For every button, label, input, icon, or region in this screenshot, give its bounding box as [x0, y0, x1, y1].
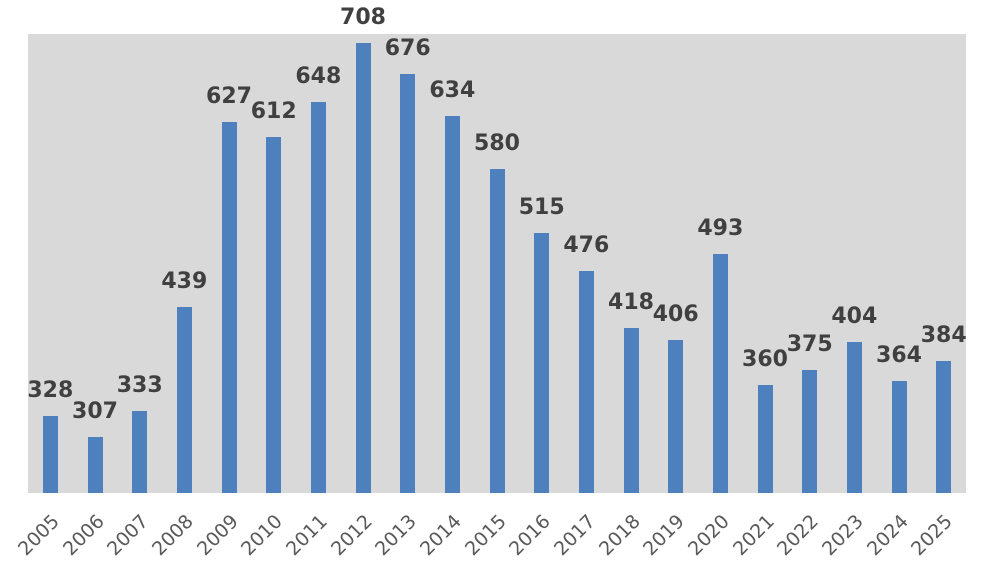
bar-2016: [534, 233, 550, 493]
x-tick-label-2012: 2012: [326, 510, 377, 561]
x-tick-label-2020: 2020: [683, 510, 734, 561]
bar-2020: [712, 254, 728, 493]
x-tick-label-2018: 2018: [594, 510, 645, 561]
x-tick-label-2011: 2011: [281, 510, 332, 561]
bar-2018: [623, 328, 639, 493]
x-tick-label-2015: 2015: [460, 510, 511, 561]
bar-2013: [400, 74, 416, 493]
bar-2025: [936, 361, 952, 493]
x-tick-label-2021: 2021: [728, 510, 779, 561]
bar-2024: [891, 381, 907, 493]
bar-2006: [87, 437, 103, 493]
bar-value-label: 580: [474, 131, 520, 156]
bar-value-label: 307: [72, 399, 118, 424]
bar-value-label: 493: [697, 216, 744, 241]
bar-2022: [802, 370, 818, 493]
x-tick-label-2017: 2017: [549, 510, 600, 561]
bar-2011: [310, 102, 326, 493]
bar-value-label: 360: [742, 347, 788, 372]
bar-value-label: 439: [161, 269, 208, 294]
bar-value-label: 627: [206, 84, 252, 109]
x-tick-label-2022: 2022: [773, 510, 824, 561]
x-tick-label-2024: 2024: [862, 510, 913, 561]
bar-value-label: 384: [920, 323, 967, 348]
bar-value-label: 476: [563, 233, 610, 258]
x-tick-label-2008: 2008: [147, 510, 198, 561]
bar-value-label: 364: [876, 343, 922, 368]
bar-2021: [757, 385, 773, 493]
bar-2015: [489, 169, 505, 493]
bar-value-label: 404: [831, 304, 878, 329]
bar-value-label: 418: [608, 290, 654, 315]
bar-2010: [266, 137, 282, 493]
bar-2023: [846, 342, 862, 493]
x-tick-label-2025: 2025: [907, 510, 958, 561]
x-tick-label-2014: 2014: [415, 510, 466, 561]
x-tick-label-2006: 2006: [58, 510, 109, 561]
bar-value-label: 634: [429, 78, 476, 103]
bar-2007: [132, 411, 148, 493]
bar-value-label: 515: [518, 195, 565, 220]
bar-value-label: 648: [295, 64, 342, 89]
bar-value-label: 612: [250, 99, 297, 124]
x-tick-label-2013: 2013: [371, 510, 422, 561]
bar-2009: [221, 122, 237, 493]
bar-2019: [668, 340, 684, 493]
x-tick-label-2009: 2009: [192, 510, 243, 561]
bar-2005: [42, 416, 58, 493]
x-tick-label-2016: 2016: [505, 510, 556, 561]
x-tick-label-2019: 2019: [639, 510, 690, 561]
bar-2008: [176, 307, 192, 493]
bar-2014: [444, 116, 460, 493]
x-tick-label-2010: 2010: [237, 510, 288, 561]
bar-value-label: 333: [116, 373, 163, 398]
x-tick-label-2007: 2007: [103, 510, 154, 561]
bar-value-label: 406: [652, 302, 699, 327]
bar-value-label: 328: [27, 378, 74, 403]
x-tick-label-2005: 2005: [13, 510, 64, 561]
bar-value-label: 708: [340, 5, 386, 30]
x-tick-label-2023: 2023: [817, 510, 868, 561]
bar-2017: [578, 271, 594, 493]
bar-value-label: 375: [786, 332, 833, 357]
bar-value-label: 676: [384, 36, 431, 61]
bar-2012: [355, 43, 371, 493]
